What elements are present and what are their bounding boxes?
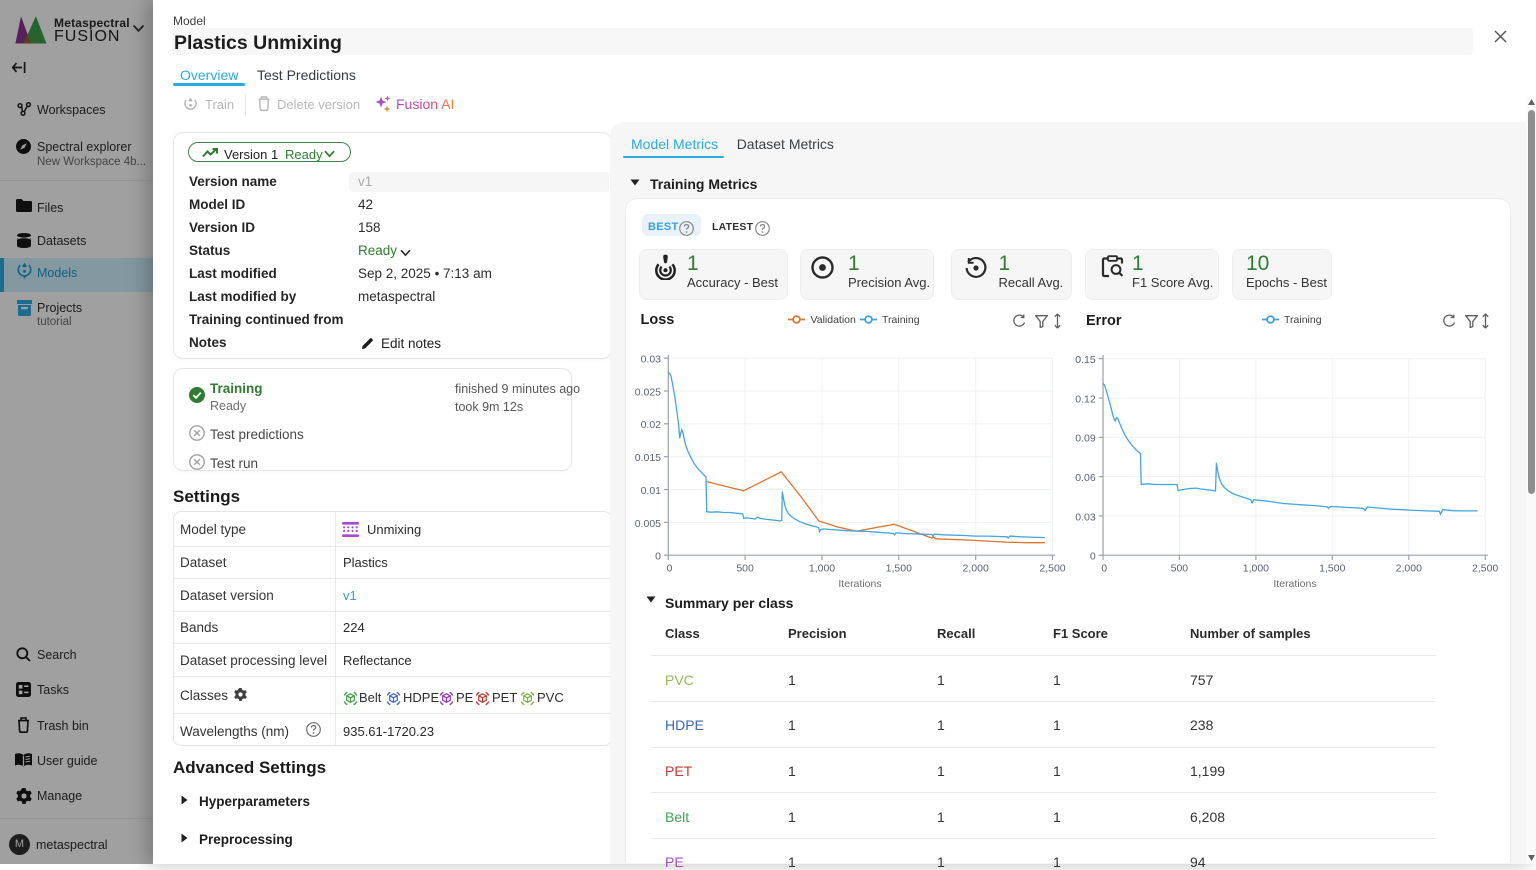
svg-text:0.01: 0.01: [641, 485, 662, 497]
svg-text:1,500: 1,500: [886, 563, 912, 575]
svg-text:0: 0: [667, 563, 673, 575]
svg-text:0.15: 0.15: [1075, 354, 1096, 366]
svg-text:0.015: 0.015: [635, 452, 661, 464]
svg-text:1,000: 1,000: [809, 563, 835, 575]
svg-text:2,000: 2,000: [963, 563, 989, 575]
svg-text:0.12: 0.12: [1075, 393, 1096, 405]
svg-text:0: 0: [655, 551, 661, 563]
svg-text:0.02: 0.02: [641, 419, 662, 431]
svg-text:500: 500: [736, 563, 754, 575]
svg-text:2,000: 2,000: [1396, 563, 1422, 575]
svg-text:2,500: 2,500: [1472, 563, 1498, 575]
svg-text:0.005: 0.005: [635, 518, 661, 530]
svg-text:1,000: 1,000: [1243, 563, 1269, 575]
svg-text:0.03: 0.03: [641, 354, 662, 366]
svg-text:0: 0: [1090, 551, 1096, 563]
svg-text:0.025: 0.025: [635, 386, 661, 398]
svg-text:1,500: 1,500: [1319, 563, 1345, 575]
svg-text:2,500: 2,500: [1039, 563, 1065, 575]
svg-text:0: 0: [1101, 563, 1107, 575]
svg-text:Iterations: Iterations: [838, 578, 881, 588]
svg-text:0.06: 0.06: [1075, 472, 1096, 484]
svg-text:0.03: 0.03: [1075, 511, 1096, 523]
svg-text:Iterations: Iterations: [1273, 578, 1316, 588]
svg-text:0.09: 0.09: [1075, 433, 1096, 445]
svg-text:500: 500: [1171, 563, 1189, 575]
